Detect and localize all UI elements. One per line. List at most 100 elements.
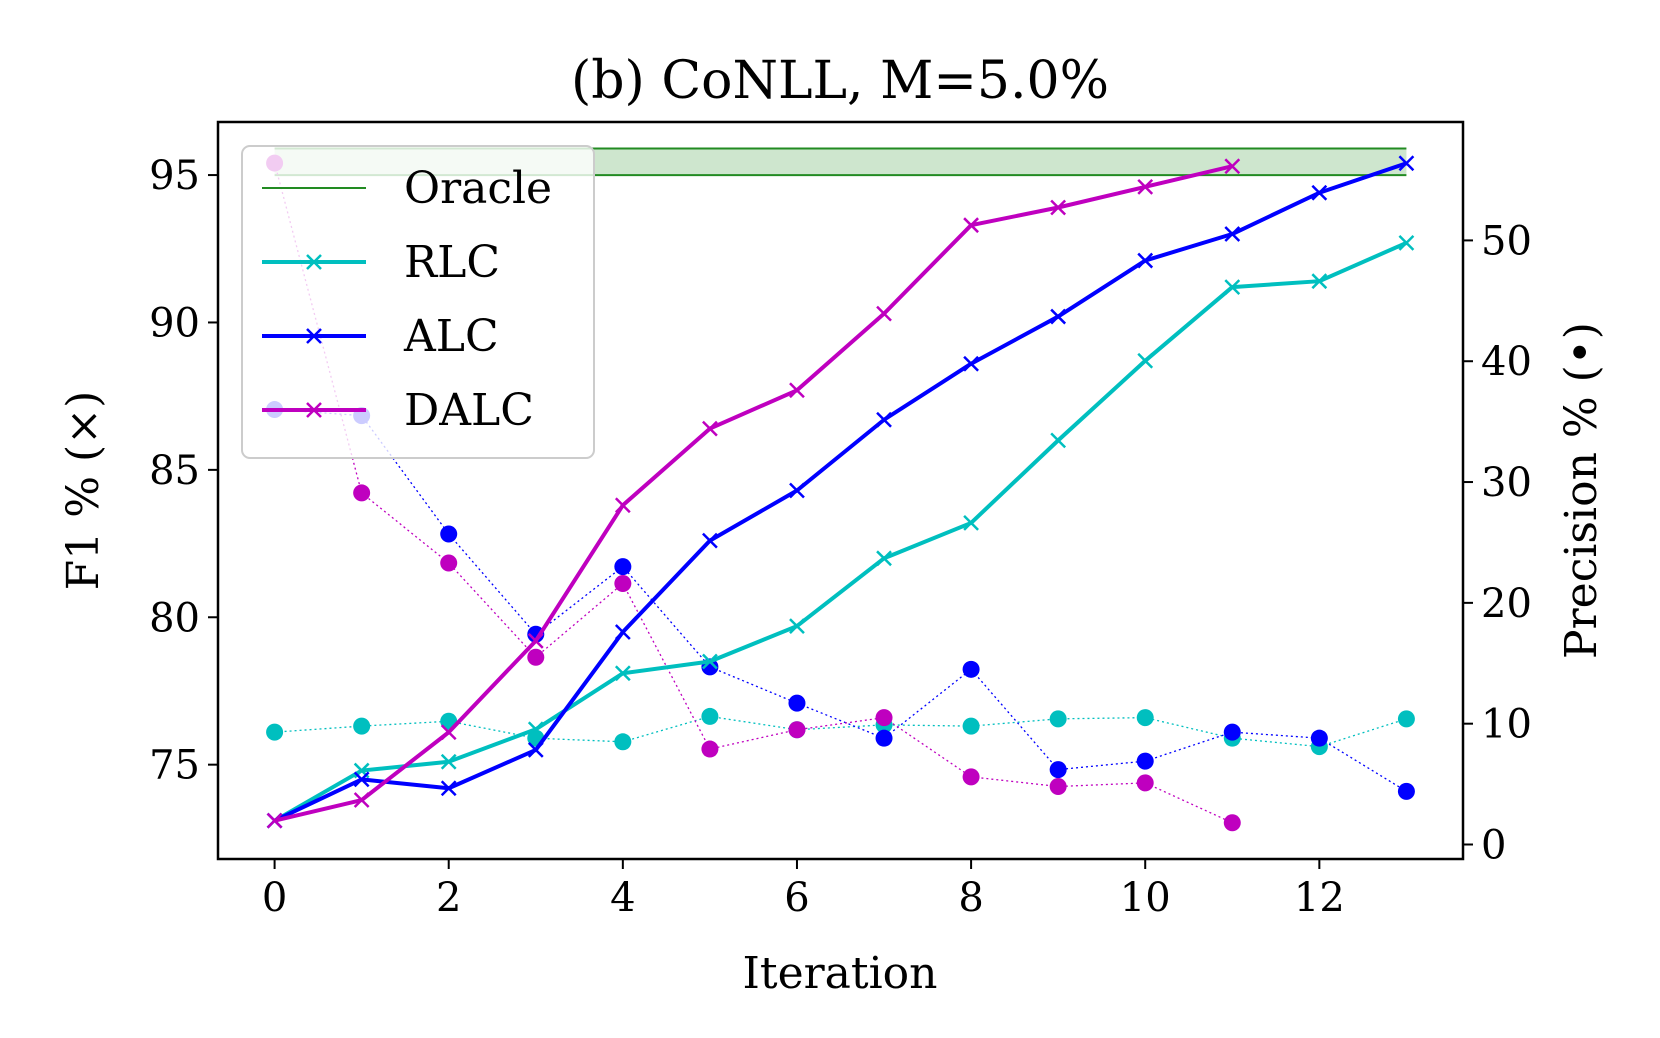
f1-point-dalc-9 <box>1050 199 1067 216</box>
x-tick-label-12: 12 <box>1294 875 1345 921</box>
precision-point-dalc-2 <box>440 554 458 572</box>
precision-point-rlc-4 <box>614 733 632 751</box>
legend-label-dalc: DALC <box>404 385 534 436</box>
precision-point-rlc-9 <box>1049 710 1067 728</box>
f1-point-dalc-6 <box>789 382 805 399</box>
f1-point-dalc-2 <box>440 724 457 741</box>
precision-point-alc-3 <box>527 625 545 643</box>
f1-point-rlc-5 <box>702 653 718 670</box>
f1-point-rlc-2 <box>440 753 457 770</box>
f1-point-alc-4 <box>614 624 631 640</box>
f1-point-alc-9 <box>1050 308 1067 325</box>
f1-point-alc-12 <box>1311 184 1328 201</box>
f1-point-dalc-1 <box>353 792 370 808</box>
legend-rlc-marker <box>306 254 322 270</box>
x-tick-label-0: 0 <box>262 875 287 921</box>
f1-point-dalc-8 <box>963 217 979 234</box>
f1-point-alc-11 <box>1224 226 1241 242</box>
axes: 0 2 4 6 8 10 12 75 80 85 90 95 0 10 20 30 40 50 <box>149 153 1532 921</box>
precision-point-rlc-5 <box>701 707 719 725</box>
y-tick-label-90: 90 <box>149 300 200 346</box>
y-axis-label: F1 % (×) <box>58 391 109 591</box>
f1-line-alc <box>273 161 1408 823</box>
f1-point-alc-2 <box>440 780 457 797</box>
precision-point-rlc-13 <box>1397 710 1415 728</box>
precision-point-dalc-6 <box>788 721 806 739</box>
precision-point-dalc-7 <box>875 709 893 727</box>
legend-label-alc: ALC <box>403 311 499 362</box>
x-axis-label: Iteration <box>743 948 938 999</box>
chart-title: (b) CoNLL, M=5.0% <box>571 51 1109 111</box>
f1-point-alc-5 <box>702 532 718 549</box>
y2-axis-label: Precision % (•) <box>1556 322 1607 659</box>
x-tick-label-4: 4 <box>610 875 635 921</box>
f1-point-dalc-3 <box>527 632 544 649</box>
x-tick-label-10: 10 <box>1120 875 1171 921</box>
precision-line-dalc <box>273 162 1233 824</box>
legend-label-rlc: RLC <box>404 237 500 288</box>
f1-point-dalc-5 <box>702 420 718 437</box>
precision-point-dalc-4 <box>614 575 632 593</box>
legend-label-oracle: Oracle <box>404 163 552 214</box>
f1-point-alc-7 <box>876 411 892 428</box>
legend-alc-marker <box>306 328 322 344</box>
precision-point-dalc-1 <box>353 484 371 502</box>
precision-point-alc-6 <box>788 694 806 712</box>
plot-area <box>266 147 1415 832</box>
precision-point-dalc-9 <box>1049 778 1067 796</box>
f1-point-alc-10 <box>1137 252 1154 269</box>
y2-tick-label-20: 20 <box>1481 581 1532 627</box>
f1-point-alc-3 <box>527 742 544 758</box>
precision-point-alc-2 <box>440 525 458 543</box>
precision-line-alc <box>274 408 1407 792</box>
f1-point-rlc-13 <box>1398 234 1415 251</box>
precision-point-rlc-8 <box>962 717 980 735</box>
f1-point-rlc-7 <box>876 550 892 567</box>
precision-point-alc-4 <box>614 558 632 576</box>
f1-point-alc-8 <box>963 355 979 372</box>
f1-point-dalc-7 <box>876 305 892 322</box>
precision-point-alc-13 <box>1397 782 1415 800</box>
x-tick-label-2: 2 <box>436 875 461 921</box>
legend-box <box>241 145 595 459</box>
y2-tick-label-0: 0 <box>1481 823 1506 869</box>
f1-point-dalc-10 <box>1137 178 1154 195</box>
precision-point-alc-7 <box>875 729 893 747</box>
precision-point-alc-10 <box>1136 752 1154 770</box>
f1-point-rlc-11 <box>1224 279 1241 295</box>
precision-point-alc-12 <box>1310 729 1328 747</box>
f1-point-rlc-6 <box>789 618 805 634</box>
x-tick-label-8: 8 <box>958 875 983 921</box>
precision-point-rlc-0 <box>266 723 284 741</box>
precision-point-dalc-10 <box>1136 774 1154 792</box>
f1-point-dalc-11 <box>1224 158 1241 175</box>
f1-point-dalc-0 <box>266 812 283 829</box>
precision-point-alc-11 <box>1223 723 1241 741</box>
f1-line-dalc <box>274 164 1233 823</box>
y-tick-label-75: 75 <box>149 743 200 789</box>
precision-point-dalc-8 <box>962 768 980 786</box>
f1-point-rlc-12 <box>1311 273 1328 290</box>
x-tick-label-6: 6 <box>784 875 809 921</box>
f1-point-dalc-4 <box>614 497 631 514</box>
y-tick-label-80: 80 <box>149 595 200 641</box>
y2-tick-label-40: 40 <box>1481 339 1532 385</box>
y-tick-label-85: 85 <box>149 448 200 494</box>
y2-tick-label-10: 10 <box>1481 702 1532 748</box>
f1-point-alc-13 <box>1398 155 1415 172</box>
f1-point-rlc-9 <box>1050 432 1067 449</box>
plot-frame <box>216 120 1465 861</box>
y2-tick-label-50: 50 <box>1481 218 1532 264</box>
f1-point-rlc-3 <box>527 721 544 738</box>
f1-point-alc-1 <box>353 771 370 788</box>
precision-point-dalc-5 <box>701 740 719 758</box>
precision-point-dalc-11 <box>1223 814 1241 832</box>
precision-point-alc-9 <box>1049 761 1067 779</box>
precision-point-rlc-10 <box>1136 709 1154 727</box>
precision-point-rlc-1 <box>353 717 371 735</box>
f1-point-rlc-8 <box>963 515 979 531</box>
y-tick-label-95: 95 <box>149 153 200 199</box>
legend-dalc-marker <box>306 402 322 418</box>
f1-line-rlc <box>273 241 1408 823</box>
